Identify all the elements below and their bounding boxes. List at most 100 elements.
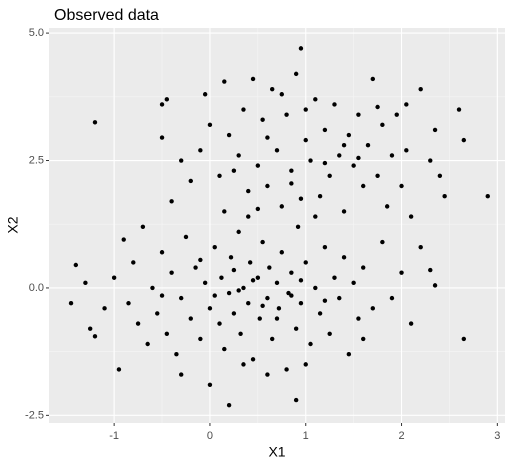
point bbox=[279, 250, 284, 255]
point bbox=[247, 260, 253, 265]
point bbox=[317, 311, 323, 316]
point bbox=[222, 346, 227, 352]
x-tick-label: 3 bbox=[494, 430, 500, 442]
point bbox=[303, 107, 308, 112]
point bbox=[298, 301, 304, 306]
point bbox=[428, 267, 433, 273]
y-tick-label: -2.5 bbox=[25, 409, 44, 421]
point bbox=[102, 306, 107, 311]
point bbox=[226, 402, 232, 408]
point bbox=[289, 293, 294, 298]
point bbox=[317, 193, 323, 199]
point bbox=[179, 372, 184, 377]
point bbox=[183, 234, 189, 240]
y-tick-label: 0.0 bbox=[29, 282, 44, 294]
point bbox=[255, 275, 261, 280]
point bbox=[121, 237, 126, 242]
point bbox=[303, 137, 308, 143]
point bbox=[241, 285, 246, 291]
point bbox=[346, 351, 352, 357]
point bbox=[159, 250, 165, 255]
x-tick-label: 2 bbox=[398, 430, 404, 442]
point bbox=[370, 76, 375, 82]
point bbox=[408, 321, 414, 326]
point bbox=[361, 183, 366, 189]
point bbox=[260, 239, 265, 245]
point bbox=[461, 336, 467, 342]
point bbox=[380, 239, 385, 245]
point bbox=[188, 178, 193, 184]
point bbox=[389, 295, 395, 301]
point bbox=[279, 204, 284, 209]
point bbox=[231, 168, 237, 173]
point bbox=[274, 280, 280, 286]
point bbox=[265, 372, 270, 377]
point bbox=[116, 367, 122, 372]
point bbox=[140, 224, 146, 229]
point bbox=[404, 148, 409, 153]
point bbox=[207, 306, 213, 311]
point bbox=[73, 262, 79, 268]
point bbox=[286, 290, 291, 296]
point bbox=[193, 265, 198, 270]
x-tick-label: 1 bbox=[303, 430, 309, 442]
point bbox=[289, 270, 294, 275]
point bbox=[341, 255, 347, 260]
point bbox=[274, 316, 280, 321]
point bbox=[164, 97, 170, 102]
point bbox=[246, 214, 251, 219]
point bbox=[212, 244, 217, 250]
point bbox=[365, 143, 371, 148]
point bbox=[179, 295, 184, 301]
point bbox=[231, 267, 237, 273]
point bbox=[432, 127, 438, 133]
point bbox=[265, 183, 270, 189]
point bbox=[198, 148, 203, 153]
point bbox=[295, 224, 301, 229]
point bbox=[202, 92, 208, 97]
point bbox=[228, 255, 234, 260]
point bbox=[169, 199, 174, 204]
point bbox=[212, 293, 217, 298]
point bbox=[250, 76, 256, 82]
point bbox=[155, 311, 160, 316]
point bbox=[289, 181, 294, 186]
point bbox=[226, 132, 232, 138]
point bbox=[274, 148, 280, 153]
point bbox=[308, 158, 313, 163]
point bbox=[351, 163, 356, 168]
point bbox=[279, 92, 284, 97]
y-axis-label: X2 bbox=[5, 216, 21, 233]
point bbox=[159, 102, 165, 107]
plot-panel bbox=[49, 28, 505, 423]
point bbox=[217, 321, 222, 326]
point bbox=[337, 295, 342, 301]
point bbox=[303, 260, 308, 265]
point bbox=[370, 306, 375, 311]
point bbox=[198, 257, 203, 263]
point bbox=[174, 351, 179, 357]
point bbox=[322, 127, 328, 133]
point bbox=[337, 153, 342, 158]
point bbox=[83, 280, 88, 286]
point bbox=[394, 112, 399, 117]
point bbox=[111, 275, 117, 280]
point bbox=[351, 280, 356, 286]
point bbox=[265, 135, 270, 140]
point bbox=[432, 283, 438, 288]
point bbox=[361, 265, 366, 270]
point bbox=[322, 298, 328, 303]
point bbox=[332, 102, 337, 107]
point bbox=[276, 306, 282, 311]
point bbox=[327, 173, 332, 179]
point bbox=[356, 155, 361, 161]
point bbox=[135, 321, 141, 326]
point bbox=[131, 260, 136, 265]
point bbox=[418, 86, 423, 92]
x-tick-label: 0 bbox=[207, 430, 213, 442]
point bbox=[255, 206, 261, 212]
point bbox=[356, 112, 361, 117]
point bbox=[265, 295, 270, 301]
point bbox=[322, 244, 328, 250]
point bbox=[442, 193, 447, 199]
